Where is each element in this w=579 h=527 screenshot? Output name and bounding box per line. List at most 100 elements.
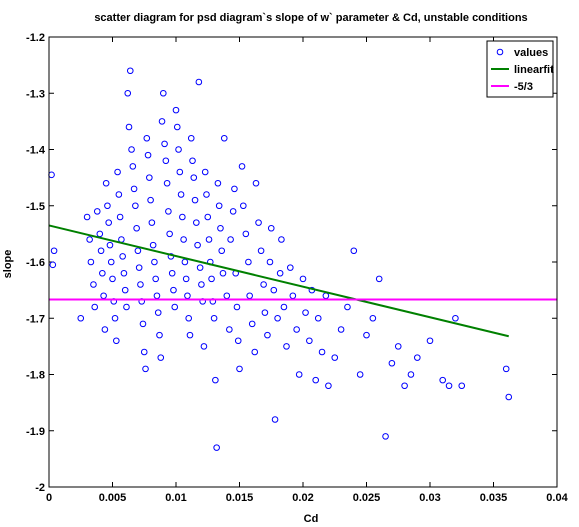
x-tick-label: 0.04 [546,492,568,504]
data-point [217,224,224,232]
data-point [210,314,218,322]
data-point [143,134,151,142]
axes-frame [48,36,558,488]
x-tick-label: 0.02 [292,492,313,504]
data-point [93,208,101,215]
data-point [146,174,153,181]
data-point [177,191,185,198]
data-point [116,213,124,221]
data-point [180,236,187,243]
data-point [252,179,260,187]
x-tick-label: 0.025 [353,492,381,504]
data-point [278,236,285,243]
data-point [236,365,243,373]
data-point [147,196,154,204]
data-point [240,202,247,210]
data-point [190,174,198,181]
data-point [91,303,99,311]
data-point [114,168,121,176]
data-point [113,337,120,345]
legend-label: linearfit [514,64,554,76]
data-point [142,365,149,373]
legend: values linearfit -5/3 [486,40,554,98]
data-point [445,382,453,390]
data-point [151,258,158,266]
data-point [439,376,447,384]
data-point [375,275,383,283]
y-axis-label: slope [2,250,14,279]
data-point [83,213,91,221]
data-point [234,337,242,345]
data-point [227,236,234,243]
data-point [213,444,220,451]
x-tick-label: 0.035 [480,492,508,504]
data-point [99,269,106,277]
y-tick-label: -2 [35,482,45,494]
data-point [139,320,147,328]
y-tick-label: -1.5 [26,201,45,213]
data-point [144,151,152,159]
data-point [363,331,370,339]
data-point [407,371,415,378]
data-point [129,163,137,170]
data-point [251,348,259,356]
data-point [219,269,227,277]
data-point [115,191,123,198]
data-point [109,275,116,283]
data-point [119,253,126,260]
data-point [156,331,163,339]
data-point [176,168,184,176]
data-point [220,134,228,142]
data-point [306,337,313,345]
data-point [102,179,110,187]
data-point [369,314,377,322]
data-point [132,202,139,210]
data-point [97,247,105,255]
data-point [121,286,129,294]
data-point [271,416,279,423]
data-point [401,382,408,390]
data-point [382,433,389,440]
data-point [187,134,195,142]
data-point [179,213,186,221]
y-tick-label: -1.3 [26,88,45,100]
data-point [274,314,281,322]
data-point [171,303,179,311]
data-point [198,281,205,288]
data-point [267,224,275,232]
data-point [111,314,119,322]
data-point [356,371,364,378]
data-point [502,365,510,373]
data-point [238,163,246,170]
x-tick-label: 0 [46,492,52,504]
data-point [208,275,215,283]
data-point [90,281,97,288]
data-point [104,202,111,210]
data-point [299,275,307,283]
data-point [255,219,262,226]
data-point [214,179,222,187]
data-point [388,359,396,367]
data-point [101,326,109,333]
data-point [350,247,358,255]
data-point [264,331,271,339]
data-point [200,343,208,350]
data-point [50,247,58,255]
data-point [148,219,156,226]
data-point [205,236,213,243]
data-point [133,224,140,232]
legend-label: -5/3 [514,81,533,93]
data-point [149,241,157,249]
data-point [229,208,237,215]
data-point [160,89,167,97]
data-point [157,354,165,361]
data-point [337,326,345,333]
data-point [186,331,194,339]
y-tick-label: -1.7 [26,313,45,325]
data-point [266,258,274,266]
data-point [245,258,252,266]
data-point [170,286,177,294]
data-point [152,275,159,283]
chart-title: scatter diagram for psd diagram`s slope … [94,12,527,24]
